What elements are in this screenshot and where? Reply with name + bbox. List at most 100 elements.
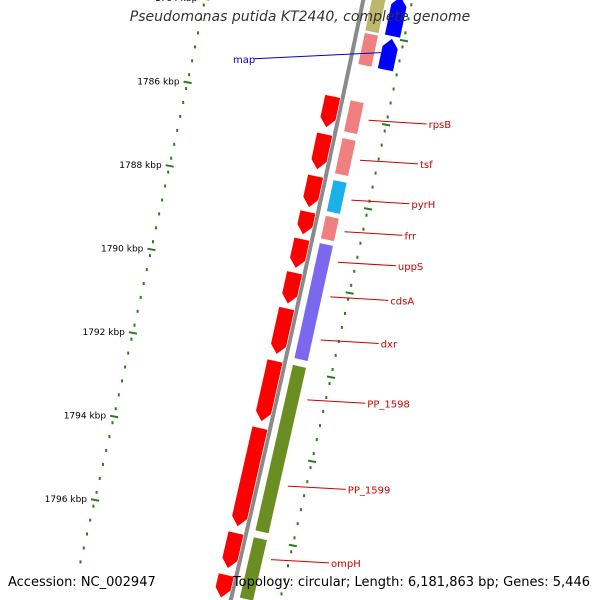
gene-label-pp-1599: PP_1599 <box>348 485 391 496</box>
ruler-dot-right <box>309 466 312 470</box>
gene-feature <box>254 364 307 535</box>
gene-label-pp-1598: PP_1598 <box>367 399 410 410</box>
ruler-dot-left <box>114 407 117 411</box>
kbp-tick-label: 1796 kbp <box>45 495 88 505</box>
kbp-tick-mark-left <box>109 414 119 419</box>
ruler-dot-right <box>319 424 321 428</box>
ruler-dot-left <box>164 184 167 188</box>
leader-line-upps <box>337 261 396 267</box>
leader-line-dxr <box>320 339 379 344</box>
gene-feature <box>320 215 340 242</box>
kbp-tick-mark-left <box>183 80 192 85</box>
ruler-dot-right <box>410 3 413 7</box>
ruler-dot-right <box>392 87 395 91</box>
ruler-dot-left <box>105 449 108 452</box>
ruler-dot-right <box>315 438 318 442</box>
ruler-dot-left <box>179 115 182 118</box>
ruler-dot-right <box>374 171 377 175</box>
ruler-dot-right <box>303 494 306 498</box>
ruler-dot-right <box>383 129 386 133</box>
ruler-dot-right <box>398 59 401 63</box>
ruler-dot-left <box>191 59 194 63</box>
gene-cdsa <box>281 270 303 305</box>
kbp-ticks-layer: 1784 kbp 1786 kbp 1788 kbp 1790 kbp 1792 kbp… <box>45 0 409 548</box>
kbp-tick-mark-left <box>147 247 156 252</box>
ruler-dot-right <box>395 73 398 77</box>
ruler-dot-right <box>340 325 343 329</box>
kbp-tick-mark-right <box>381 123 391 127</box>
genome-title: Pseudomonas putida KT2440, complete geno… <box>129 9 471 25</box>
kbp-tick-label: 1786 kbp <box>137 78 180 88</box>
leader-line-pyrh <box>351 199 410 205</box>
ruler-dot-left <box>133 323 136 327</box>
ruler-dot-left <box>145 268 148 272</box>
leader-line-cdsa <box>330 296 389 301</box>
gene-label-upps: uppS <box>398 262 423 273</box>
gene-pp-1599 <box>231 425 269 528</box>
leader-line-tsf <box>359 159 419 165</box>
leader-line-map <box>253 52 381 60</box>
ruler-dot-left <box>167 170 170 174</box>
ruler-dot-right <box>344 311 346 315</box>
kbp-tick-label: 1792 kbp <box>82 328 125 338</box>
ruler-dot-left <box>127 351 130 355</box>
gene-frr <box>296 209 317 236</box>
ruler-dot-left <box>152 240 154 244</box>
gene-feature <box>334 137 357 177</box>
ruler-dot-left <box>98 476 101 480</box>
ruler-dot-left <box>139 295 142 299</box>
gene-feature <box>384 0 408 39</box>
ruler-dot-left <box>136 309 139 313</box>
ruler-dot-left <box>89 518 92 522</box>
ruler-dot-left <box>142 282 145 285</box>
ruler-dot-left <box>199 17 202 21</box>
ruler-dot-right <box>299 508 302 512</box>
leader-line-omph <box>270 559 330 564</box>
ruler-dot-right <box>401 45 404 49</box>
ruler-dot-right <box>386 115 389 119</box>
gene-tsf <box>310 131 333 171</box>
kbp-tick-mark-right <box>363 207 373 211</box>
kbp-tick-mark-right <box>288 543 298 548</box>
ruler-dot-right <box>293 536 296 540</box>
ruler-dot-right <box>287 564 289 568</box>
gene-label-dxr: dxr <box>381 340 398 351</box>
ruler-dot-left <box>102 462 104 466</box>
kbp-tick-label: 1784 kbp <box>155 0 198 4</box>
ruler-dot-right <box>290 550 293 554</box>
ruler-dot-left <box>148 254 151 258</box>
gene-label-cdsa: cdsA <box>390 296 414 307</box>
ruler-dot-left <box>124 365 127 369</box>
ruler-dot-left <box>194 45 196 49</box>
gene-labels-layer: map rpsB tsf pyrH frr uppS cdsA dxr PP_1598 PP_15… <box>233 52 452 570</box>
ruler-dot-right <box>306 480 309 484</box>
leader-line-frr <box>344 231 403 236</box>
leader-line-rpsb <box>368 119 427 125</box>
gene-rpsb <box>319 94 341 129</box>
ruler-dot-left <box>173 142 176 146</box>
gene-map <box>377 37 399 73</box>
gene-feature <box>343 99 365 135</box>
ruler-dot-left <box>161 198 164 202</box>
kbp-tick-mark-right <box>326 375 336 379</box>
kbp-tick-mark-right <box>399 38 409 43</box>
genome-backbone-layer <box>228 0 366 600</box>
gene-dxr <box>270 306 295 355</box>
ruler-dot-right <box>362 227 365 231</box>
ruler-dot-right <box>328 382 331 385</box>
ruler-dot-right <box>350 283 353 287</box>
ruler-dot-left <box>121 379 123 383</box>
ruler-dot-left <box>155 226 157 230</box>
ruler-dot-right <box>331 368 334 371</box>
topology-text: Topology: circular; Length: 6,181,863 bp… <box>232 575 590 590</box>
gene-feature <box>326 179 348 215</box>
genome-backbone <box>228 0 366 600</box>
kbp-tick-label: 1790 kbp <box>101 245 144 255</box>
gene-label-frr: frr <box>405 231 417 242</box>
gene-label-rpsb: rpsB <box>429 120 452 131</box>
ruler-dot-left <box>86 532 88 536</box>
gene-feature <box>357 32 379 68</box>
ruler-dot-right <box>296 522 299 526</box>
